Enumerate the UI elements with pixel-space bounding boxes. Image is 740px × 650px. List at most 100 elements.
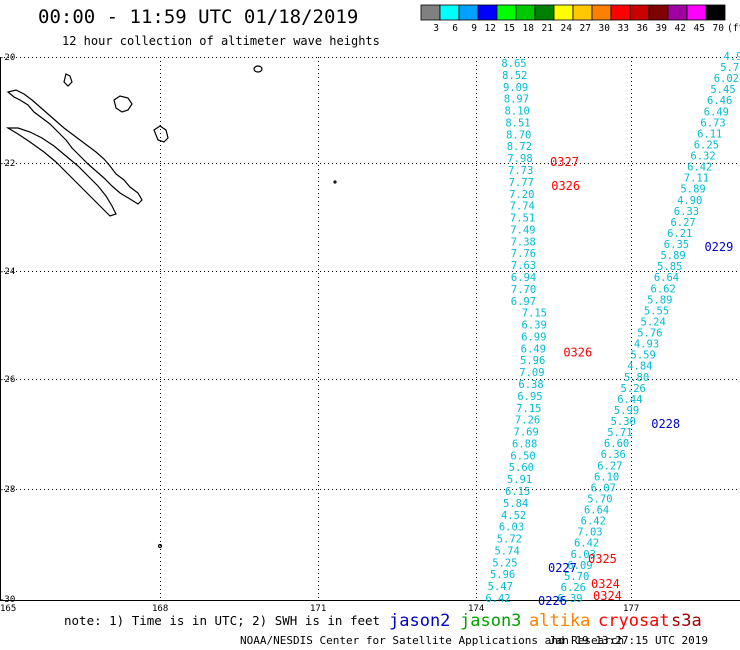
satellite-tracks: 8.658.529.098.978.108.518.708.727.987.73…: [485, 51, 740, 608]
wave-value-east-20: 6.64: [654, 272, 679, 284]
loyalty-island-lifou: [113, 95, 133, 113]
wave-value-west-9: 7.73: [508, 165, 533, 177]
wave-value-west-31: 7.69: [514, 427, 539, 439]
wave-value-east-18: 5.89: [660, 250, 685, 262]
legend-label-70: 70: [713, 23, 725, 34]
pass-time-east-1: 0228: [651, 417, 680, 431]
wave-value-east-2: 6.02: [714, 73, 739, 85]
wave-value-west-0: 8.65: [501, 58, 526, 70]
wave-value-west-15: 7.38: [511, 236, 536, 248]
wave-value-east-44: 6.42: [574, 538, 599, 550]
wave-value-east-40: 5.70: [587, 493, 612, 505]
pass-time-east-3: 0226: [538, 594, 567, 608]
wave-value-west-44: 5.47: [488, 581, 513, 593]
wave-value-east-35: 6.60: [604, 438, 629, 450]
wave-value-west-30: 7.26: [515, 415, 540, 427]
pass-time-east-0: 0229: [704, 240, 733, 254]
legend-label-45: 45: [694, 23, 705, 34]
wave-value-east-45: 6.03: [571, 549, 596, 561]
legend-label-9: 9: [471, 23, 477, 34]
wave-value-west-23: 6.99: [521, 331, 546, 343]
wave-value-east-12: 5.89: [680, 184, 705, 196]
wave-value-east-6: 6.73: [700, 117, 725, 129]
legend-label-42: 42: [675, 23, 686, 34]
lat-label-neg24: -24: [0, 267, 15, 277]
wave-value-west-40: 5.72: [497, 534, 522, 546]
wave-value-east-43: 7.03: [577, 527, 602, 539]
wave-value-west-24: 6.49: [521, 343, 546, 355]
wave-value-east-14: 6.33: [674, 206, 699, 218]
lon-label-177: 177: [623, 604, 639, 614]
wave-value-east-48: 6.26: [561, 582, 586, 594]
wave-value-west-22: 6.39: [522, 320, 547, 332]
wave-value-west-2: 9.09: [503, 82, 528, 94]
lat-label-neg30: -30: [0, 595, 15, 605]
legend-swatch-33: [610, 4, 631, 21]
page-title: 00:00 - 11:59 UTC 01/18/2019: [38, 6, 359, 28]
new-caledonia-coast: [6, 89, 143, 205]
wave-value-west-3: 8.97: [504, 94, 529, 106]
lon-label-165: 165: [0, 604, 16, 614]
wave-value-east-21: 6.62: [650, 283, 675, 295]
wave-value-east-22: 5.89: [647, 294, 672, 306]
wave-value-west-26: 7.09: [519, 367, 544, 379]
wave-value-west-20: 6.97: [511, 296, 536, 308]
pass-time-west-1: 0326: [551, 179, 580, 193]
wave-value-east-3: 5.45: [710, 84, 735, 96]
islet-2: [157, 543, 163, 549]
legend-label-18: 18: [523, 23, 535, 34]
pass-time-red-2: 0324: [593, 589, 622, 603]
legend-swatch-42: [667, 4, 688, 21]
wave-value-west-6: 8.70: [506, 129, 531, 141]
pass-time-west-0: 0327: [550, 155, 579, 169]
lat-label-neg28: -28: [0, 485, 15, 495]
wave-value-west-37: 5.84: [503, 498, 528, 510]
legend-swatch-12: [477, 4, 498, 21]
satellite-legend: jason2 jason3 altika cryosat s3a: [389, 611, 702, 631]
wave-value-east-9: 6.32: [690, 151, 715, 163]
legend-label-12: 12: [485, 23, 496, 34]
legend-swatch-3: [420, 4, 441, 21]
wave-value-east-36: 6.36: [601, 449, 626, 461]
lon-label-171: 171: [310, 604, 326, 614]
legend-swatch-27: [572, 4, 593, 21]
lat-label-neg20: -20: [0, 53, 15, 63]
lon-label-174: 174: [468, 604, 484, 614]
wave-value-west-35: 5.91: [507, 474, 532, 486]
wave-value-west-25: 5.96: [520, 355, 545, 367]
wave-value-east-13: 4.90: [677, 195, 702, 207]
pass-time-red-0: 0325: [588, 552, 617, 566]
wave-value-west-12: 7.74: [510, 201, 535, 213]
wave-value-east-34: 5.71: [607, 427, 632, 439]
legend-swatch-21: [534, 4, 555, 21]
walpole-island: [253, 65, 263, 73]
wave-value-east-16: 6.21: [667, 228, 692, 240]
wave-value-west-34: 5.60: [509, 462, 534, 474]
legend-label-21: 21: [542, 23, 554, 34]
satellite-jason2: jason2: [389, 611, 450, 631]
page-subtitle: 12 hour collection of altimeter wave hei…: [62, 34, 380, 48]
lon-label-168: 168: [152, 604, 168, 614]
wave-value-west-1: 8.52: [502, 70, 527, 82]
wave-value-west-42: 5.25: [492, 557, 517, 569]
wave-value-west-29: 7.15: [516, 403, 541, 415]
legend-swatch-30: [591, 4, 612, 21]
wave-value-east-46: 6.09: [567, 560, 592, 572]
wave-value-east-38: 6.10: [594, 471, 619, 483]
wave-value-east-8: 6.25: [694, 139, 719, 151]
satellite-s3a: s3a: [671, 611, 702, 631]
wave-value-west-19: 7.70: [511, 284, 536, 296]
pass-time-east-2: 0227: [548, 561, 577, 575]
wave-value-east-28: 4.84: [627, 361, 652, 373]
legend-label-15: 15: [504, 23, 515, 34]
wave-value-west-17: 7.63: [511, 260, 536, 272]
legend-label-24: 24: [561, 23, 573, 34]
wave-value-east-24: 5.24: [641, 316, 666, 328]
wave-value-west-11: 7.20: [509, 189, 534, 201]
wave-value-east-19: 5.85: [657, 261, 682, 273]
legend-label-6: 6: [452, 23, 458, 34]
wave-value-east-23: 5.55: [644, 305, 669, 317]
legend-label-27: 27: [580, 23, 591, 34]
wave-value-west-28: 6.95: [517, 391, 542, 403]
pass-time-west-2: 0326: [563, 345, 592, 359]
